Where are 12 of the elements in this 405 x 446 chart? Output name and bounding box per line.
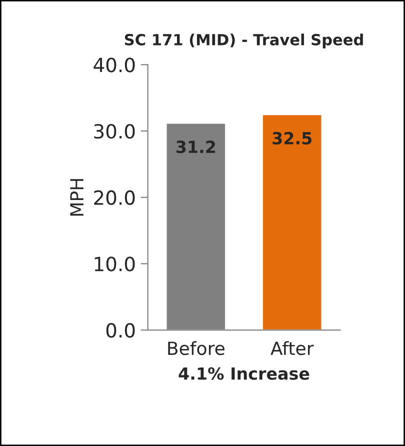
y-tick-label: 40.0 bbox=[94, 58, 135, 72]
data-label: 32.5 bbox=[272, 132, 312, 145]
y-tick-label: 20.0 bbox=[94, 190, 135, 206]
y-tick-label: 30.0 bbox=[94, 124, 135, 139]
y-tick-label: 0.0 bbox=[106, 322, 135, 338]
y-axis-title: MPH bbox=[70, 179, 84, 216]
data-label: 31.2 bbox=[176, 140, 216, 154]
y-tick-label: 10.0 bbox=[94, 256, 135, 272]
x-axis-title: 4.1% Increase bbox=[178, 367, 310, 380]
x-tick-label: Before bbox=[168, 341, 224, 356]
x-tick-label: After bbox=[270, 341, 314, 356]
chart-title: SC 171 (MID) - Travel Speed bbox=[124, 34, 363, 48]
